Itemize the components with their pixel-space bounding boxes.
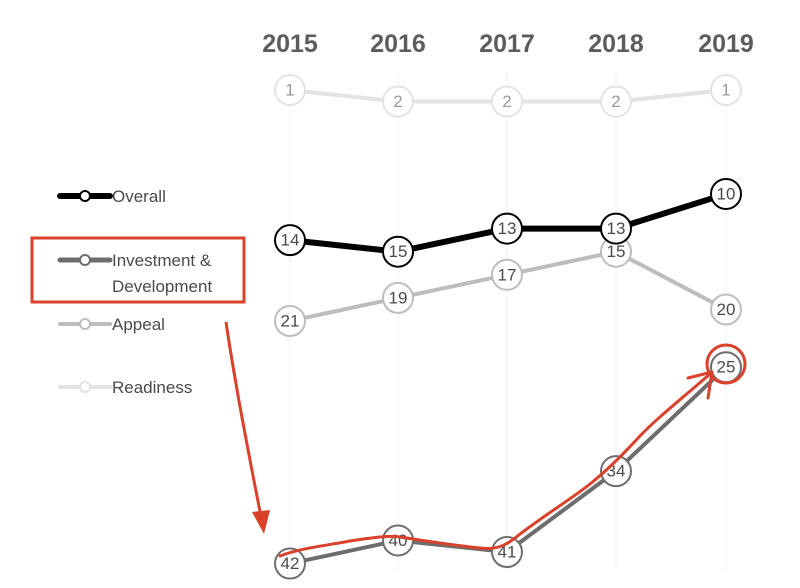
annotation-layer: [30, 236, 747, 558]
point-overall-2018: [600, 212, 632, 245]
annotation-trend-stroke: [278, 372, 712, 558]
data-label-appeal-2019: 20: [717, 300, 736, 319]
data-label-overall-2016: 15: [389, 242, 408, 261]
point-readiness-2018: [600, 85, 632, 118]
x-tick-label-2017: 2017: [479, 30, 535, 58]
x-tick-label-2016: 2016: [370, 30, 426, 58]
point-overall-2019: [710, 177, 742, 210]
x-tick-label-2018: 2018: [588, 30, 644, 58]
point-overall-2017: [491, 212, 523, 245]
legend-label-investment-line1: Investment &: [112, 251, 212, 270]
annotation-arrowhead: [252, 510, 270, 534]
x-axis-labels: 2015 2016 2017 2018 2019: [262, 30, 754, 58]
point-investment-development-2017: [491, 536, 523, 568]
legend: Overall Investment & Development Appeal …: [57, 187, 212, 397]
point-appeal-2015: [274, 305, 306, 337]
point-appeal-2019: [710, 293, 742, 326]
data-label-appeal-2016: 19: [389, 288, 408, 307]
point-readiness-2019: [710, 74, 742, 106]
data-label-overall-2015: 14: [281, 231, 300, 250]
point-overall-2015: [274, 224, 306, 257]
data-label-appeal-2018: 15: [607, 242, 626, 261]
data-label-investment-development-2016: 40: [389, 531, 408, 550]
legend-marker-appeal: [79, 318, 91, 330]
data-label-appeal-2015: 21: [281, 312, 300, 331]
legend-label-readiness: Readiness: [112, 378, 192, 397]
data-label-readiness-2015: 1: [285, 81, 294, 100]
legend-label-investment-line2: Development: [112, 277, 212, 296]
data-label-readiness-2018: 2: [611, 92, 620, 111]
legend-marker-overall: [79, 190, 91, 202]
series-line-investment-development: [288, 365, 728, 566]
data-label-overall-2018: 13: [607, 219, 626, 238]
point-readiness-2015: [274, 74, 306, 106]
data-label-investment-development-2019: 25: [717, 358, 736, 377]
point-appeal-2016: [382, 281, 414, 314]
data-label-readiness-2019: 1: [721, 81, 730, 100]
data-label-investment-development-2018: 34: [607, 462, 626, 481]
legend-label-overall: Overall: [112, 187, 166, 206]
data-label-investment-development-2015: 42: [281, 554, 300, 573]
point-investment-development-2018: [600, 455, 632, 488]
annotation-trend-arrowhead: [686, 370, 714, 400]
point-appeal-2017: [491, 258, 523, 291]
data-label-readiness-2016: 2: [393, 92, 402, 111]
data-label-overall-2019: 10: [717, 184, 736, 203]
legend-highlight-box: [30, 236, 246, 304]
legend-marker-readiness: [79, 381, 91, 393]
legend-label-appeal: Appeal: [112, 315, 165, 334]
data-label-readiness-2017: 2: [502, 92, 511, 111]
data-label-overall-2017: 13: [498, 219, 517, 238]
x-tick-label-2019: 2019: [698, 30, 754, 58]
gridlines-layer: [289, 72, 727, 570]
data-label-appeal-2017: 17: [498, 265, 517, 284]
point-readiness-2016: [382, 85, 414, 118]
x-tick-label-2015: 2015: [262, 30, 318, 58]
annotation-arrow: [224, 321, 264, 523]
legend-marker-investment: [79, 254, 91, 266]
point-readiness-2017: [491, 85, 523, 118]
annotation-highlight-circle: [705, 343, 747, 385]
point-overall-2016: [382, 235, 414, 268]
